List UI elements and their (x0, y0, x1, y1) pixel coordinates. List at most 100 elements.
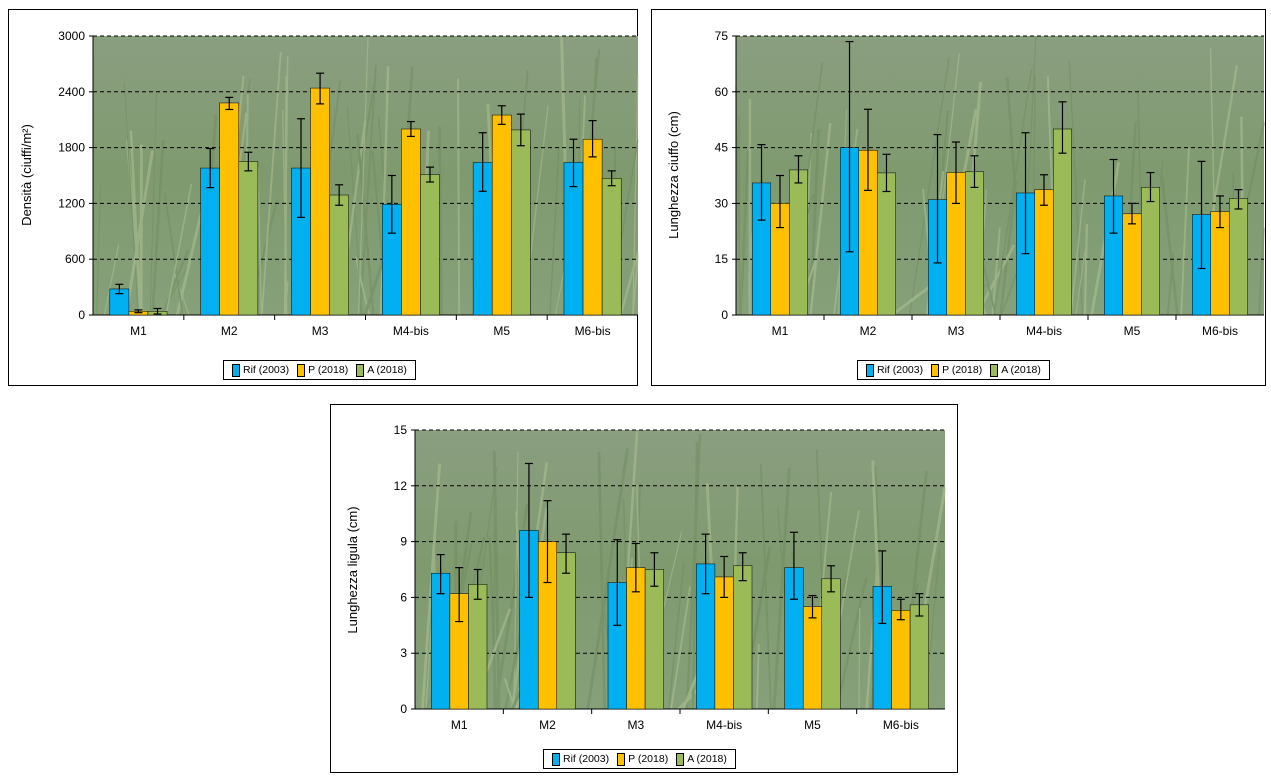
seagrass-blade (1257, 227, 1265, 316)
seagrass-blade (149, 92, 157, 316)
y-tick-label: 60 (715, 85, 729, 99)
chart-lunghezza-ligula: 0 3 6 9 12 15 Lunghezza ligula (cm) M1 M2 M3 M4-bi… (330, 404, 958, 773)
seagrass-blade (1160, 175, 1179, 316)
legend: Rif (2003) P (2018) A (2018) (543, 749, 736, 769)
bar (1228, 198, 1248, 316)
y-tick-label: 9 (400, 535, 407, 549)
x-tick-label: M6-bis (883, 718, 919, 732)
bar (491, 114, 512, 316)
seagrass-blade (359, 64, 377, 316)
seagrass-blade (993, 69, 1033, 316)
seagrass-blade (809, 122, 832, 316)
seagrass-blade (346, 106, 363, 316)
seagrass-blade (96, 183, 101, 316)
seagrass-blade (808, 129, 820, 316)
chart-densita-plot: 0 600 1200 1800 2400 3000 Densità (ciuffi/m²) M… (19, 29, 640, 338)
seagrass-blade (379, 66, 390, 316)
y-tick-label: 1200 (58, 196, 85, 210)
bar (238, 161, 259, 316)
y-tick-label: 12 (394, 479, 408, 493)
seagrass-blade (1083, 224, 1088, 316)
bar (219, 102, 240, 316)
seagrass-blade (759, 463, 772, 710)
seagrass-blade (619, 251, 640, 316)
bar (511, 129, 531, 316)
x-tick-label: M1 (130, 324, 147, 338)
y-tick-label: 600 (65, 252, 85, 266)
plot-background (415, 430, 945, 709)
seagrass-blade (123, 82, 139, 316)
bar (468, 584, 488, 710)
bar (788, 169, 808, 316)
seagrass-blade (125, 139, 144, 316)
bar (420, 174, 440, 316)
y-tick-label: 15 (715, 252, 729, 266)
seagrass-blade (354, 256, 370, 316)
legend-item-p: P (2018) (297, 363, 348, 377)
seagrass-blade (103, 244, 120, 316)
seagrass-blade (151, 140, 165, 316)
x-tick-label: M1 (451, 718, 468, 732)
seagrass-blade (357, 36, 369, 316)
seagrass-blade (748, 232, 753, 316)
y-tick-label: 45 (715, 141, 729, 155)
seagrass-blade (260, 51, 282, 316)
bar (802, 606, 823, 710)
seagrass-blade (163, 192, 184, 316)
seagrass-blade (124, 150, 154, 316)
y-axis-label: Lunghezza ligula (cm) (345, 506, 360, 633)
y-tick-label: 3000 (58, 29, 85, 43)
seagrass-blade (283, 55, 289, 316)
legend-item-rif: Rif (2003) (866, 363, 923, 377)
bar (556, 552, 576, 710)
seagrass-blade (282, 110, 288, 316)
seagrass-blade (991, 227, 1001, 316)
seagrass-blade (425, 629, 432, 710)
bar (1052, 128, 1072, 316)
seagrass-blade (586, 448, 629, 710)
seagrass-blade (438, 126, 443, 316)
seagrass-blade (421, 463, 442, 710)
chart-lunghezza-ligula-plot: 0 3 6 9 12 15 Lunghezza ligula (cm) M1 M2 M3 M4-bi… (345, 423, 947, 732)
seagrass-blade (513, 452, 519, 710)
seagrass-blade (735, 86, 742, 316)
chart-lunghezza-ciuffo-plot: 0 15 30 45 60 75 Lunghezza ciuffo (cm) M1 M2 M3 M4… (666, 29, 1266, 338)
bar (200, 167, 220, 316)
y-tick-label: 0 (78, 308, 85, 322)
seagrass-blade (1075, 250, 1086, 316)
seagrass-blade (173, 271, 190, 316)
x-tick-label: M1 (772, 324, 789, 338)
legend: Rif (2003) P (2018) A (2018) (857, 360, 1050, 380)
y-tick-label: 30 (715, 196, 729, 210)
seagrass-blade (891, 283, 933, 317)
legend-item-p: P (2018) (931, 363, 982, 377)
seagrass-blade (165, 183, 193, 316)
chart-lunghezza-ciuffo: 0 15 30 45 60 75 Lunghezza ciuffo (cm) M1 M2 M3 M4… (651, 9, 1266, 386)
y-tick-label: 2400 (58, 85, 85, 99)
bar (909, 604, 929, 710)
legend-item-rif: Rif (2003) (232, 363, 289, 377)
bar (582, 138, 603, 316)
bar (310, 87, 330, 316)
y-tick-label: 6 (400, 590, 407, 604)
seagrass-blade (488, 537, 498, 710)
seagrass-blade (161, 249, 190, 316)
legend-item-a: A (2018) (990, 363, 1041, 377)
legend: Rif (2003) P (2018) A (2018) (223, 360, 416, 380)
y-tick-label: 75 (715, 29, 729, 43)
seagrass-blade (668, 564, 685, 710)
x-tick-label: M2 (539, 718, 556, 732)
seagrass-blade (356, 133, 375, 316)
x-tick-label: M5 (493, 324, 510, 338)
y-axis-label: Densità (ciuffi/m²) (19, 124, 34, 226)
x-tick-label: M3 (948, 324, 965, 338)
x-tick-label: M5 (1124, 324, 1141, 338)
seagrass-blade (492, 451, 501, 710)
legend-item-a: A (2018) (676, 752, 727, 766)
seagrass-blade (1166, 252, 1175, 316)
x-tick-label: M2 (860, 324, 877, 338)
bar (1140, 187, 1160, 316)
plot-background (736, 36, 1264, 315)
seagrass-blade (858, 608, 861, 710)
seagrass-blade (597, 451, 607, 710)
